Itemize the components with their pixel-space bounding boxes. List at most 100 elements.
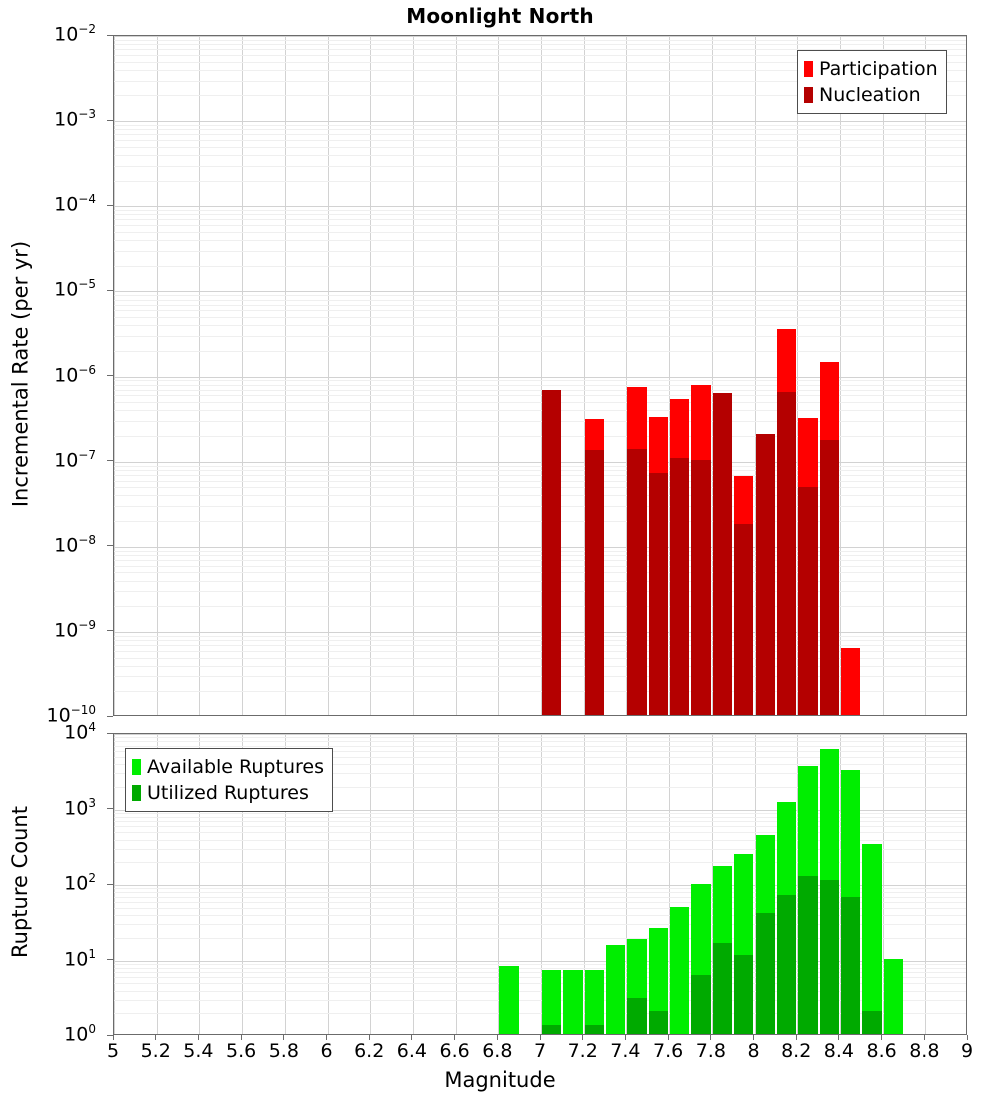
gridline-horizontal-minor <box>114 384 966 386</box>
x-tick-label-14: 7.8 <box>695 1040 726 1062</box>
gridline-horizontal-major <box>114 809 966 811</box>
gridline-vertical <box>583 36 585 715</box>
bar-utilized-7.9 <box>734 955 754 1034</box>
gridline-vertical <box>583 734 585 1034</box>
top-legend-swatch-icon-0 <box>804 61 813 77</box>
x-tick-label-10: 7 <box>533 1040 547 1062</box>
gridline-horizontal-major <box>114 206 966 208</box>
gridline-horizontal-minor <box>114 591 966 593</box>
gridline-horizontal-minor <box>114 676 966 678</box>
gridline-vertical <box>199 734 201 1034</box>
bar-available-6.8 <box>499 965 519 1034</box>
bar-available-8.6 <box>883 958 903 1034</box>
gridline-vertical <box>925 734 927 1034</box>
gridline-vertical <box>669 36 671 715</box>
gridline-horizontal-minor <box>114 389 966 391</box>
gridline-horizontal-minor <box>114 554 966 556</box>
gridline-horizontal-minor <box>114 967 966 969</box>
bottom-ytick-4: 100 <box>64 1022 96 1046</box>
bottom-ytick-tickmark-0 <box>107 732 113 734</box>
x-tickmark-7 <box>411 1035 413 1040</box>
bar-nucleation-7.2 <box>584 449 605 715</box>
gridline-horizontal-minor <box>114 134 966 136</box>
x-tick-label-0: 5 <box>106 1040 120 1062</box>
x-tickmark-18 <box>881 1035 883 1040</box>
bar-nucleation-7.9 <box>734 524 754 715</box>
x-tickmark-20 <box>966 1035 968 1040</box>
bottom-ytick-0: 104 <box>64 720 96 744</box>
gridline-horizontal-minor <box>114 395 966 397</box>
top-ytick-2: 10−4 <box>54 192 96 216</box>
top-ytick-0: 10−2 <box>54 22 96 46</box>
gridline-horizontal-minor <box>114 816 966 818</box>
gridline-horizontal-minor <box>114 862 966 864</box>
gridline-vertical <box>327 36 329 715</box>
gridline-horizontal-minor <box>114 773 966 775</box>
top-legend-entry-0: Participation <box>804 56 938 82</box>
top-ytick-6: 10−8 <box>54 532 96 557</box>
gridline-horizontal-minor <box>114 61 966 63</box>
gridline-horizontal-minor <box>114 295 966 297</box>
gridline-vertical <box>669 734 671 1034</box>
bottom-legend-entry-1: Utilized Ruptures <box>132 780 324 806</box>
gridline-horizontal-minor <box>114 832 966 834</box>
x-tickmark-6 <box>368 1035 370 1040</box>
gridline-vertical <box>455 36 457 715</box>
gridline-horizontal-minor <box>114 572 966 574</box>
x-tick-label-20: 9 <box>960 1040 974 1062</box>
bar-available-7.5 <box>648 928 669 1034</box>
gridline-vertical <box>156 36 158 715</box>
gridline-vertical <box>754 36 756 715</box>
gridline-horizontal-minor <box>114 310 966 312</box>
gridline-horizontal-minor <box>114 350 966 352</box>
bottom-legend-label-1: Utilized Ruptures <box>147 781 309 804</box>
bar-utilized-7.2 <box>584 1025 605 1034</box>
x-tick-label-6: 6.2 <box>354 1040 385 1062</box>
gridline-horizontal-minor <box>114 140 966 141</box>
bar-utilized-8.3 <box>819 879 839 1034</box>
gridline-horizontal-minor <box>114 180 966 182</box>
x-tickmark-19 <box>923 1035 925 1040</box>
gridline-vertical <box>711 734 713 1034</box>
gridline-horizontal-minor <box>114 972 966 974</box>
gridline-horizontal-minor <box>114 69 966 71</box>
gridline-horizontal-major <box>114 376 966 378</box>
bar-available-7.1 <box>563 970 583 1034</box>
gridline-horizontal-minor <box>114 39 966 41</box>
gridline-horizontal-minor <box>114 640 966 642</box>
gridline-horizontal-minor <box>114 745 966 747</box>
bar-nucleation-7.5 <box>648 472 669 715</box>
gridline-horizontal-minor <box>114 983 966 985</box>
gridline-horizontal-minor <box>114 465 966 467</box>
gridline-vertical <box>498 734 500 1034</box>
gridline-horizontal-major <box>114 631 966 633</box>
gridline-vertical <box>839 36 841 715</box>
gridline-horizontal-minor <box>114 265 966 267</box>
x-axis-label: Magnitude <box>444 1068 556 1092</box>
gridline-horizontal-minor <box>114 907 966 909</box>
x-tickmark-16 <box>795 1035 797 1040</box>
x-tickmark-3 <box>240 1035 242 1040</box>
gridline-vertical <box>498 36 500 715</box>
top-ytick-8: 10−10 <box>46 703 96 727</box>
bottom-ytick-2: 102 <box>64 871 96 895</box>
gridline-vertical <box>754 734 756 1034</box>
x-tick-label-12: 7.4 <box>610 1040 641 1062</box>
x-tickmark-10 <box>539 1035 541 1040</box>
bottom-legend-swatch-icon-0 <box>132 759 141 775</box>
x-tick-label-2: 5.4 <box>183 1040 214 1062</box>
page-title: Moonlight North <box>406 4 594 28</box>
gridline-vertical <box>199 36 201 715</box>
gridline-horizontal-minor <box>114 657 966 659</box>
top-ytick-tickmark-3 <box>107 289 113 291</box>
gridline-horizontal-minor <box>114 839 966 841</box>
gridline-horizontal-minor <box>114 901 966 903</box>
top-ytick-tickmark-2 <box>107 204 113 206</box>
bottom-ytick-tickmark-2 <box>107 883 113 885</box>
x-tick-label-11: 7.2 <box>567 1040 598 1062</box>
x-tickmark-4 <box>283 1035 285 1040</box>
gridline-horizontal-minor <box>114 821 966 823</box>
gridline-vertical <box>541 734 542 1034</box>
bar-utilized-8.5 <box>862 1011 882 1034</box>
bar-utilized-7.4 <box>627 997 647 1034</box>
